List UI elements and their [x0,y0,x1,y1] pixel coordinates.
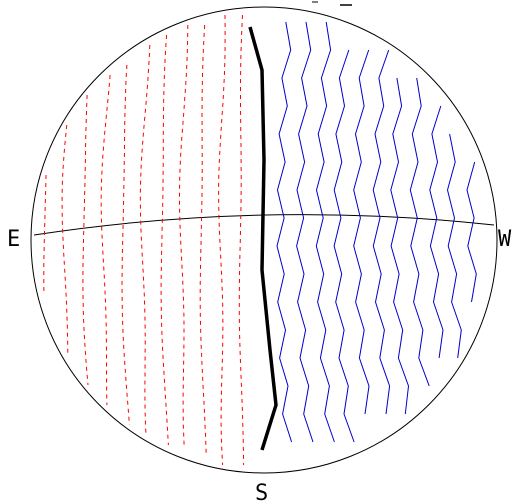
dashed-line [179,24,189,446]
dashed-line [61,124,69,356]
dashed-line [160,34,169,446]
east-label: E [7,227,20,252]
solid-line [315,21,335,443]
outer-circle [30,6,498,474]
dashed-line [82,94,89,386]
dashed-line [199,24,207,456]
solid-line [333,49,355,443]
solid-line [372,49,391,415]
solid-line [296,21,314,443]
dashed-lines-group [43,14,245,466]
solid-line [409,77,430,387]
solid-line [466,161,477,303]
central-line [248,26,278,451]
solid-line [353,49,370,415]
dashed-line [139,44,151,436]
solid-line [429,105,444,359]
solid-line [446,133,462,359]
dashed-line [238,14,245,466]
west-label: W [498,227,512,252]
dashed-line [43,174,47,296]
dashed-line [218,14,226,466]
top-edge-marks [312,1,352,6]
dashed-line [100,74,111,406]
dashed-line [121,64,130,426]
solid-line [390,77,410,415]
solid-line [276,21,293,443]
solid-lines-group [276,21,477,443]
south-label: S [255,481,268,504]
